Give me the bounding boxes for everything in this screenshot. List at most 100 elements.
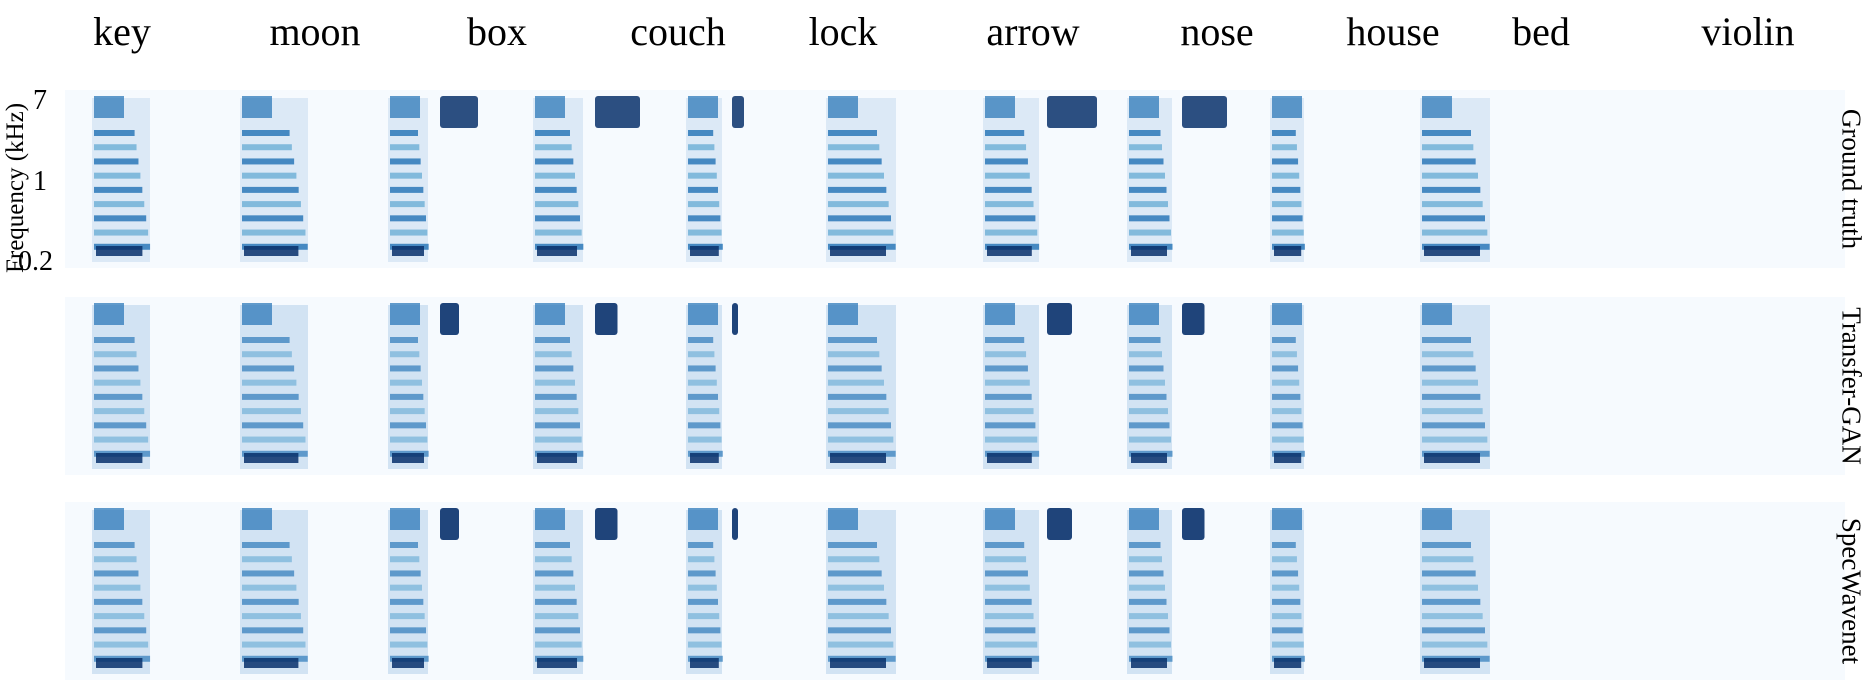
spectrogram-burst (1182, 303, 1205, 335)
spectrogram-body (388, 98, 428, 262)
spectrogram-burst (1047, 508, 1072, 540)
spectrogram-band (390, 436, 428, 443)
spectrogram-band (242, 201, 301, 208)
spectrogram-band (828, 627, 891, 634)
word-label-key: key (93, 9, 151, 54)
spectrogram-band (1129, 337, 1161, 343)
spectrogram-band (985, 542, 1025, 548)
spectrogram-band (1422, 436, 1488, 443)
spectrogram-low-formant (244, 246, 299, 256)
spectrogram-band (688, 598, 718, 605)
spectrogram-row-0 (92, 96, 1490, 262)
spectrogram-onset (94, 508, 124, 530)
spectrogram-band (242, 584, 297, 591)
spectrogram-onset (94, 96, 124, 118)
spectrogram-band (1422, 337, 1471, 343)
spectrogram-band (242, 144, 292, 151)
spectrogram-band (94, 215, 147, 222)
spectrogram-band (1272, 186, 1301, 193)
spectrogram-band (1422, 130, 1471, 136)
spectrogram-onset (985, 96, 1015, 118)
spectrogram-body (1127, 510, 1172, 674)
spectrogram-band (688, 393, 718, 400)
spectrogram-band (1422, 365, 1476, 372)
spectrogram-band (688, 556, 715, 563)
spectrogram-band (1129, 379, 1165, 386)
spectrogram-band (1272, 337, 1296, 343)
spectrogram-band (390, 365, 421, 372)
spectrogram-band (1129, 130, 1161, 136)
spectrogram-body (686, 305, 722, 469)
spectrogram-band (828, 186, 887, 193)
spectrogram-low-formant (830, 246, 886, 256)
spectrogram-band (242, 379, 297, 386)
spectrogram-band (985, 158, 1028, 165)
spectrogram-low-formant (1131, 246, 1167, 256)
spectrogram-word-0-8 (1270, 96, 1305, 262)
spectrogram-band (1272, 379, 1300, 386)
spectrogram-word-1-2 (388, 303, 459, 469)
y-tick-0-2: 0.2 (18, 246, 53, 277)
spectrogram-band (985, 556, 1027, 563)
spectrogram-body (240, 305, 308, 469)
spectrogram-word-1-8 (1270, 303, 1305, 469)
spectrogram-band (242, 215, 304, 222)
spectrogram-band (1129, 542, 1161, 548)
spectrogram-band (390, 613, 425, 620)
spectrogram-band (535, 408, 579, 415)
spectrogram-word-1-7 (1127, 303, 1205, 469)
spectrogram-band (1129, 393, 1167, 400)
spectrogram-band (985, 627, 1036, 634)
word-label-nose: nose (1180, 9, 1254, 54)
spectrogram-band (1272, 229, 1304, 236)
spectrogram-word-0-7 (1127, 96, 1227, 262)
spectrogram-word-0-4 (686, 96, 744, 262)
spectrogram-band (1129, 408, 1168, 415)
spectrogram-band (828, 379, 884, 386)
spectrogram-word-1-4 (686, 303, 738, 469)
spectrogram-onset (390, 508, 420, 530)
spectrogram-word-0-0 (92, 96, 151, 262)
spectrogram-band (242, 542, 290, 548)
spectrogram-body (92, 305, 150, 469)
spectrogram-band (1129, 158, 1164, 165)
spectrogram-band (390, 144, 420, 151)
spectrogram-band (1272, 584, 1300, 591)
spectrogram-onset (985, 303, 1015, 325)
spectrogram-band (535, 598, 577, 605)
spectrogram-band (1272, 556, 1297, 563)
spectrogram-band (688, 201, 720, 208)
spectrogram-band (1272, 158, 1299, 165)
spectrogram-word-2-8 (1270, 508, 1305, 674)
spectrogram-band (535, 215, 580, 222)
spectrogram-onset (1129, 508, 1159, 530)
spectrogram-band (242, 393, 299, 400)
spectrogram-band (688, 351, 715, 358)
spectrogram-band (94, 422, 147, 429)
spectrogram-burst (732, 303, 738, 335)
spectrogram-low-formant (1424, 453, 1480, 463)
spectrogram-band (828, 365, 882, 372)
spectrogram-band (828, 584, 884, 591)
spectrogram-band (985, 215, 1036, 222)
spectrogram-word-2-2 (388, 508, 459, 674)
spectrogram-band (94, 229, 149, 236)
spectrogram-onset (828, 96, 858, 118)
spectrogram-band (985, 351, 1027, 358)
spectrogram-onset (390, 303, 420, 325)
spectrogram-band (688, 337, 714, 343)
spectrogram-band (535, 542, 570, 548)
spectrogram-band (535, 584, 575, 591)
spectrogram-band (828, 229, 894, 236)
spectrogram-word-0-6 (983, 96, 1097, 262)
spectrogram-band (985, 130, 1025, 136)
spectrogram-low-formant (1131, 658, 1167, 668)
spectrogram-onset (1272, 508, 1302, 530)
spectrogram-band (1272, 598, 1301, 605)
spectrogram-band (94, 584, 141, 591)
spectrogram-band (688, 542, 714, 548)
spectrogram-burst (440, 96, 478, 128)
spectrogram-body (533, 98, 583, 262)
spectrogram-band (242, 436, 306, 443)
spectrogram-band (985, 613, 1034, 620)
